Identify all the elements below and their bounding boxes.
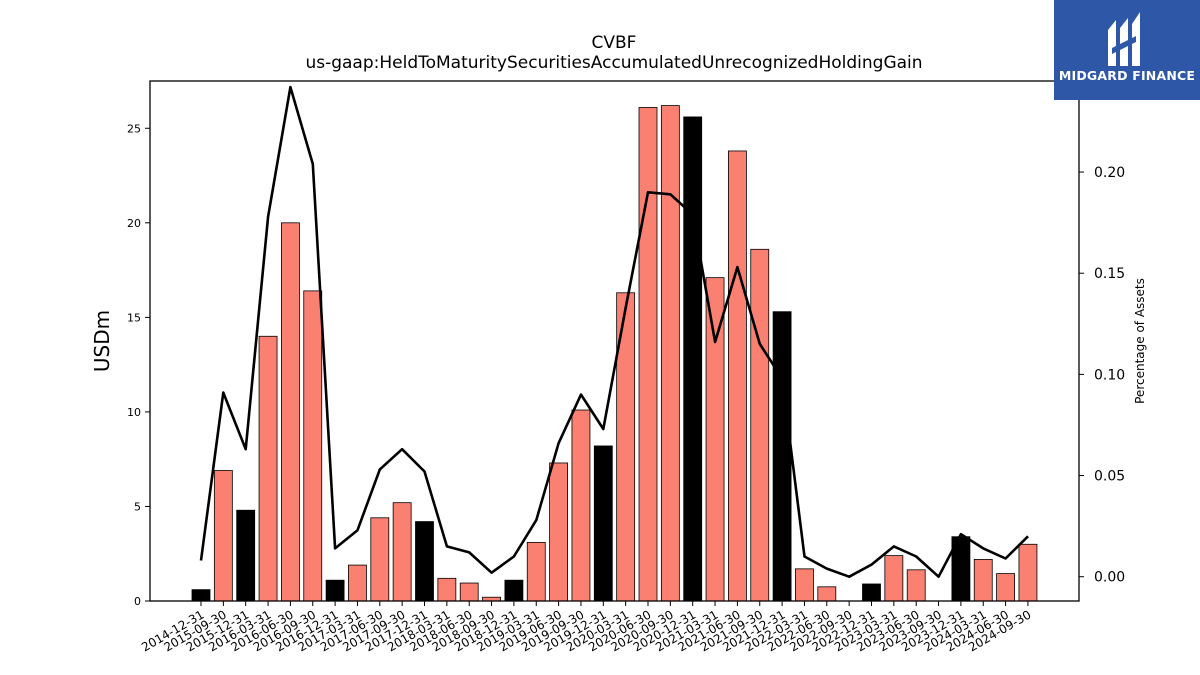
- bar-2018-12-31: [504, 579, 524, 602]
- bar-2017-12-31: [415, 521, 434, 602]
- y-tick-label: 15: [127, 311, 141, 324]
- bar-2014-12-31: [191, 589, 211, 602]
- bar-2019-12-31: [593, 445, 613, 602]
- bar-2019-03-31: [526, 541, 546, 602]
- chart-title: CVBF: [592, 33, 637, 53]
- bar-2021-09-30: [750, 248, 770, 602]
- y-tick-label: 10: [127, 406, 141, 419]
- y-axis-label: USDm: [90, 310, 114, 372]
- y2-tick-label: 0.00: [1094, 570, 1125, 586]
- bar-2021-03-31: [705, 277, 725, 602]
- bar-2019-09-30: [571, 409, 591, 602]
- bar-2016-12-31: [325, 579, 345, 602]
- bar-2024-09-30: [1018, 543, 1038, 602]
- plot-frame: [149, 80, 1080, 602]
- bar-2022-06-30: [817, 586, 837, 602]
- bar-2015-12-31: [236, 509, 256, 602]
- bar-2017-06-30: [370, 517, 390, 602]
- right-axis-ticks: 0.00 0.05 0.10 0.15 0.20: [1079, 165, 1125, 586]
- midgard-logo-icon: [1108, 12, 1140, 66]
- y2-axis-label: Percentage of Assets: [1133, 278, 1147, 404]
- y-tick-label: 5: [134, 500, 141, 513]
- bar-2020-12-31: [683, 116, 703, 602]
- bar-2022-03-31: [795, 568, 814, 602]
- bar-2023-03-31: [884, 555, 904, 602]
- y2-tick-label: 0.10: [1094, 367, 1125, 383]
- left-axis-ticks: 0 5 10 15 20 25: [127, 122, 150, 608]
- bar-2023-06-30: [906, 569, 926, 602]
- bar-2018-06-30: [459, 582, 479, 602]
- y-tick-label: 0: [134, 595, 141, 608]
- bar-2019-06-30: [549, 462, 568, 602]
- bar-2021-12-31: [772, 311, 792, 602]
- bar-2022-12-31: [862, 583, 881, 602]
- bar-2017-09-30: [392, 502, 412, 602]
- chart-subtitle: us-gaap:HeldToMaturitySecuritiesAccumula…: [305, 53, 922, 73]
- y2-tick-label: 0.15: [1094, 266, 1125, 282]
- bar-2016-09-30: [303, 290, 323, 602]
- y2-tick-label: 0.05: [1094, 469, 1125, 485]
- bar-2016-06-30: [280, 222, 300, 602]
- bar-2020-09-30: [660, 105, 680, 602]
- bar-2020-06-30: [638, 107, 658, 602]
- logo: MIDGARD FINANCE: [1054, 0, 1200, 100]
- percentage-line: [199, 85, 1029, 579]
- bar-2018-03-31: [437, 577, 457, 602]
- bar-2015-09-30: [213, 470, 233, 602]
- y2-tick-label: 0.20: [1094, 165, 1125, 181]
- bar-2024-06-30: [996, 573, 1015, 602]
- x-axis-ticks: 2014-12-312015-09-302015-12-312016-03-31…: [139, 601, 1033, 654]
- bar-2024-03-31: [973, 559, 993, 602]
- bar-2021-06-30: [728, 150, 747, 602]
- y-tick-label: 20: [127, 217, 141, 230]
- logo-text: MIDGARD FINANCE: [1058, 68, 1196, 83]
- bars-group: [191, 105, 1038, 602]
- y-tick-label: 25: [127, 122, 141, 135]
- bar-2016-03-31: [258, 335, 278, 602]
- line-group: [199, 85, 1029, 579]
- bar-2017-03-31: [348, 564, 367, 602]
